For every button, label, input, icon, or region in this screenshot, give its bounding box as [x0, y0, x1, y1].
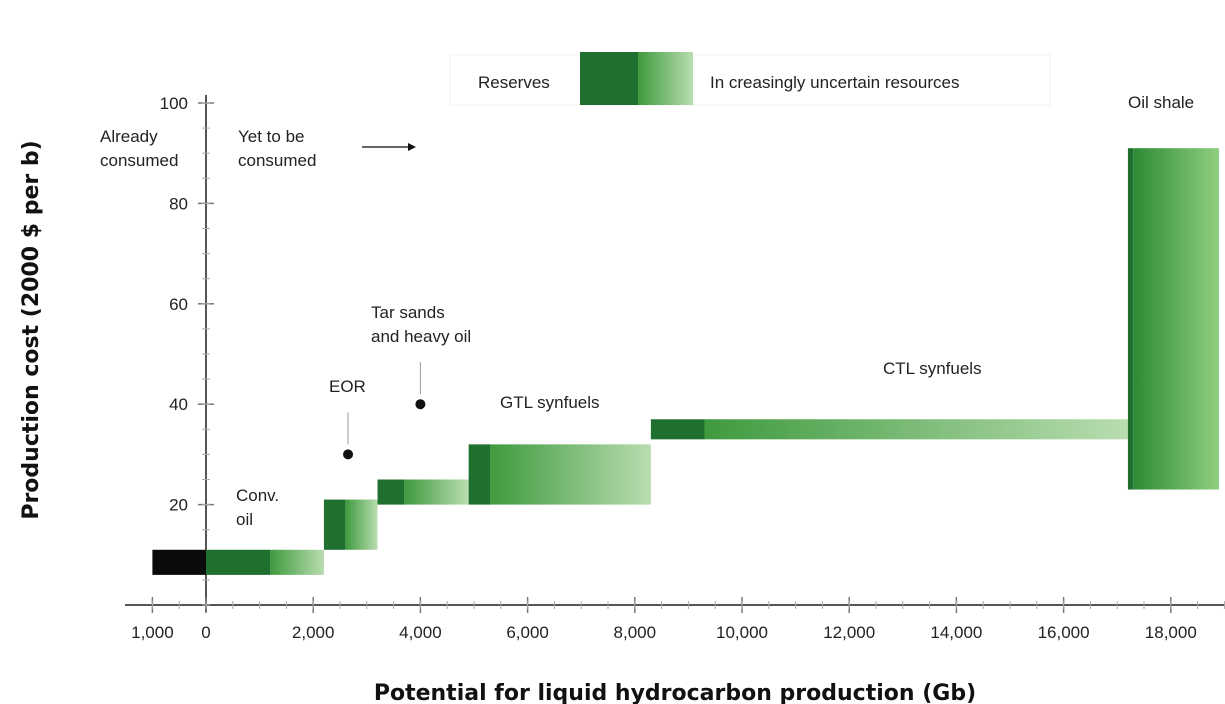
bar-already-consumed [152, 549, 206, 575]
x-tick-label: 1,000 [131, 623, 174, 642]
bar-tar-sands-and-heavy-oil-resources [404, 479, 469, 505]
resource-labels: Conv. oil EOR Tar sands and heavy oil GTL syn… [236, 93, 1194, 529]
resource-label: CTL synfuels [883, 359, 982, 378]
bar-ctl-synfuels-resources [704, 419, 1128, 440]
y-tick-label: 20 [169, 496, 188, 515]
yet-to-be-consumed-line-2: consumed [238, 151, 316, 170]
resource-label: oil [236, 510, 253, 529]
resource-label: Oil shale [1128, 93, 1194, 112]
bar-eor-reserves [323, 499, 346, 550]
legend: Reserves In creasingly uncertain resourc… [449, 52, 1051, 106]
y-axis-title: Production cost (2000 $ per b) [19, 140, 44, 519]
x-tick-label: 14,000 [930, 623, 982, 642]
x-tick-label: 8,000 [614, 623, 657, 642]
legend-uncertain-label: In creasingly uncertain resources [710, 73, 959, 92]
resource-label: and heavy oil [371, 327, 471, 346]
bar-oil-shale-resources [1133, 148, 1220, 490]
x-tick-label: 18,000 [1145, 623, 1197, 642]
legend-uncertain-swatch [638, 52, 693, 105]
y-tick-label: 80 [169, 194, 188, 213]
bar-conv-oil-resources [270, 549, 324, 575]
x-tick-label: 12,000 [823, 623, 875, 642]
x-tick-label: 16,000 [1038, 623, 1090, 642]
resource-label: GTL synfuels [500, 393, 600, 412]
already-consumed-line-1: Already [100, 127, 158, 146]
bar-tar-sands-and-heavy-oil-reserves [377, 479, 405, 505]
x-axis-title: Potential for liquid hydrocarbon product… [374, 681, 976, 704]
x-tick-label: 4,000 [399, 623, 442, 642]
x-tick-label: 6,000 [506, 623, 549, 642]
bar-ctl-synfuels-reserves [650, 419, 705, 440]
x-tick-label: 10,000 [716, 623, 768, 642]
already-consumed-line-2: consumed [100, 151, 178, 170]
x-tick-label: 2,000 [292, 623, 335, 642]
resource-label: Conv. [236, 486, 279, 505]
resource-label: EOR [329, 377, 366, 396]
y-tick-label: 100 [160, 94, 188, 113]
bar-eor-resources [345, 499, 378, 550]
yet-to-be-consumed-arrowhead [408, 143, 416, 151]
legend-reserves-label: Reserves [478, 73, 550, 92]
cost-marker [415, 399, 426, 410]
bar-gtl-synfuels-resources [490, 444, 651, 505]
yet-to-be-consumed-line-1: Yet to be [238, 127, 305, 146]
bar-oil-shale-reserves [1127, 148, 1134, 490]
bar-gtl-synfuels-reserves [468, 444, 491, 505]
x-ticks: 1,000 0 2,000 4,000 6,000 8,000 10,000 12,000 14… [131, 597, 1225, 642]
legend-box [449, 54, 1051, 106]
resource-blocks [152, 148, 1220, 575]
y-tick-label: 60 [169, 295, 188, 314]
resource-label: Tar sands [371, 303, 445, 322]
cost-marker [343, 449, 354, 460]
bar-conv-oil-reserves [206, 549, 271, 575]
x-tick-label: 0 [201, 623, 210, 642]
y-tick-label: 40 [169, 395, 188, 414]
consumption-annotation: Already consumed Yet to be consumed [100, 127, 416, 170]
legend-reserves-swatch [580, 52, 638, 105]
